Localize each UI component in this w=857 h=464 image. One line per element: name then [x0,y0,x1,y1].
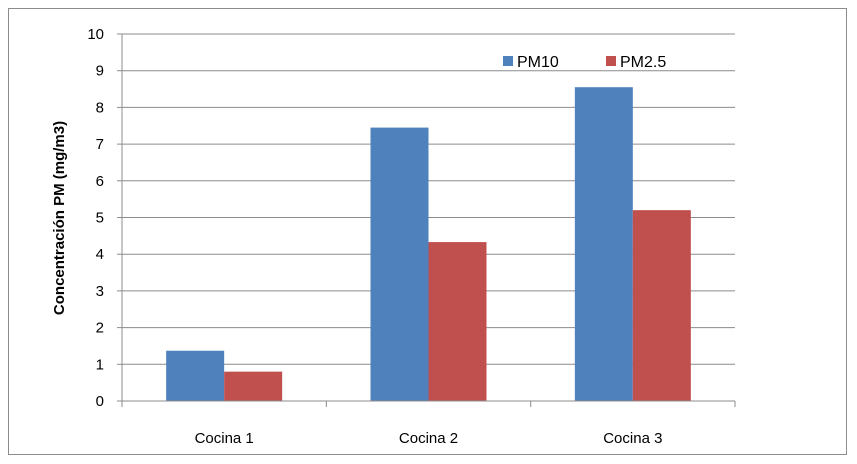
y-tick-label: 9 [96,63,104,80]
x-tick-labels: Cocina 1 Cocina 2 Cocina 3 [195,430,663,447]
y-tick-label: 4 [96,246,104,263]
axes [117,33,736,407]
y-tick-label: 7 [96,136,104,153]
y-axis-label: Concentración PM (mg/m3) [51,121,68,315]
y-tick-label: 0 [96,393,104,410]
bar-pm10-1 [166,350,225,401]
y-tick-label: 2 [96,320,104,337]
y-tick-label: 8 [96,99,104,116]
bar-pm25-2 [428,242,487,401]
legend-label-pm25: PM2.5 [620,54,666,71]
bar-pm10-2 [370,127,429,402]
legend: PM10 PM2.5 [503,54,666,71]
y-tick-labels: 0 1 2 3 4 5 6 7 8 9 10 [87,26,104,410]
bars [166,87,691,402]
x-tick-label: Cocina 2 [399,430,458,447]
legend-swatch-pm25 [606,56,616,66]
bar-pm10-3 [574,87,633,401]
y-tick-label: 1 [96,356,104,373]
y-tick-label: 3 [96,283,104,300]
legend-swatch-pm10 [503,56,513,66]
y-tick-label: 10 [87,26,104,43]
x-tick-label: Cocina 3 [603,430,662,447]
bar-pm25-1 [224,371,283,401]
y-tick-label: 5 [96,210,104,227]
legend-label-pm10: PM10 [517,54,559,71]
x-tick-label: Cocina 1 [195,430,254,447]
bar-pm25-3 [632,210,691,401]
y-tick-label: 6 [96,173,104,190]
